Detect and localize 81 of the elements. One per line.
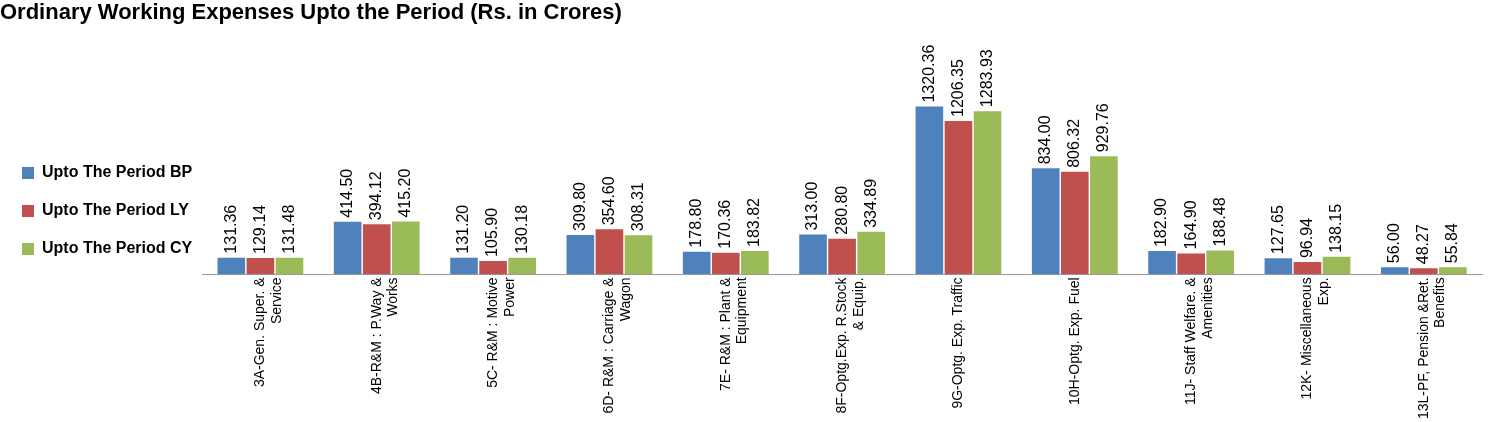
bar xyxy=(1439,267,1467,275)
x-tick-label: 12K- Miscellaneous Exp. xyxy=(1298,277,1332,400)
bar xyxy=(741,251,769,275)
bar xyxy=(1264,258,1293,275)
data-label: 55.84 xyxy=(1443,223,1461,264)
data-label: 1320.36 xyxy=(919,44,937,103)
bar xyxy=(1410,268,1438,275)
bar xyxy=(682,251,711,275)
bar xyxy=(450,257,478,275)
bar xyxy=(479,260,507,275)
bar xyxy=(566,234,595,275)
x-tick-label: 13L-PF, Pension &Ret. Benefits xyxy=(1414,277,1448,420)
x-tick-label: 8F-Optg.Exp. R.Stock & Equip. xyxy=(832,276,866,414)
bar xyxy=(624,235,653,275)
data-label: 105.90 xyxy=(483,207,501,257)
bar xyxy=(1148,251,1176,275)
data-label: 48.27 xyxy=(1414,224,1432,265)
chart-title: Ordinary Working Expenses Upto the Period (Rs. in Crores) xyxy=(0,0,622,25)
x-tick-label: 3A-Gen. Super. & Service xyxy=(251,276,285,388)
data-label: 309.80 xyxy=(570,181,588,231)
data-label: 170.36 xyxy=(716,199,734,249)
data-label: 129.14 xyxy=(250,204,268,254)
x-tick-label: 11J- Staff Welfare. & Amenities xyxy=(1182,276,1215,405)
bar xyxy=(1031,168,1060,275)
data-label: 138.15 xyxy=(1326,203,1344,253)
bar xyxy=(915,106,944,275)
bar xyxy=(1322,256,1351,275)
data-label: 96.94 xyxy=(1297,217,1315,259)
bar xyxy=(1206,250,1235,275)
legend-label: Upto The Period CY xyxy=(42,239,193,257)
x-tick-label: 7E- R&M : Plant & Equipment xyxy=(716,276,750,391)
data-label: 308.31 xyxy=(628,182,646,232)
bar xyxy=(392,221,420,275)
bar xyxy=(1177,253,1205,275)
bar xyxy=(246,257,275,275)
data-label: 130.18 xyxy=(512,204,530,254)
data-label: 414.50 xyxy=(338,168,356,218)
bar xyxy=(333,221,362,275)
data-label: 1283.93 xyxy=(977,49,995,108)
data-label: 1206.35 xyxy=(948,59,966,118)
bar xyxy=(362,224,391,275)
data-label: 131.48 xyxy=(279,204,297,254)
x-tick-label: 9G-Optg. Exp. Traffic xyxy=(949,277,966,409)
data-label: 131.20 xyxy=(454,204,472,254)
bar xyxy=(1380,267,1409,275)
x-tick-label: 10H-Optg. Exp. Fuel xyxy=(1065,277,1082,405)
bar xyxy=(275,257,304,275)
bar xyxy=(508,257,536,275)
bar xyxy=(973,111,1002,275)
data-label: 56.00 xyxy=(1385,223,1403,264)
bar xyxy=(857,231,886,275)
data-label: 313.00 xyxy=(803,181,821,231)
data-label: 929.76 xyxy=(1094,103,1112,153)
bar xyxy=(595,229,624,275)
data-label: 415.20 xyxy=(396,168,414,218)
data-label: 394.12 xyxy=(367,171,385,221)
data-label: 131.36 xyxy=(221,204,239,254)
data-label: 334.89 xyxy=(861,178,879,228)
x-tick-label: 5C- R&M : Motive Power xyxy=(483,277,517,388)
bar xyxy=(217,257,246,275)
data-label: 164.90 xyxy=(1181,200,1199,250)
data-label: 188.48 xyxy=(1210,197,1228,247)
data-label: 806.32 xyxy=(1065,118,1083,168)
bar xyxy=(799,234,827,275)
bar xyxy=(828,238,856,275)
legend-label: Upto The Period BP xyxy=(42,163,193,181)
data-label: 182.90 xyxy=(1152,198,1170,248)
data-label: 834.00 xyxy=(1036,115,1054,165)
data-label: 183.82 xyxy=(745,197,763,247)
bar xyxy=(1060,171,1089,275)
x-tick-label: 4B-R&M : P.Way & Works xyxy=(367,276,401,395)
x-tick-label: 6D- R&M : Carriage & Wagon xyxy=(600,276,634,414)
bar xyxy=(1293,262,1322,275)
bar xyxy=(944,121,973,275)
bar xyxy=(1090,156,1118,275)
data-label: 178.80 xyxy=(687,198,705,248)
data-label: 280.80 xyxy=(832,185,850,235)
data-label: 354.60 xyxy=(599,176,617,226)
legend-label: Upto The Period LY xyxy=(42,201,190,219)
data-label: 127.65 xyxy=(1268,205,1286,255)
bar xyxy=(711,252,740,275)
